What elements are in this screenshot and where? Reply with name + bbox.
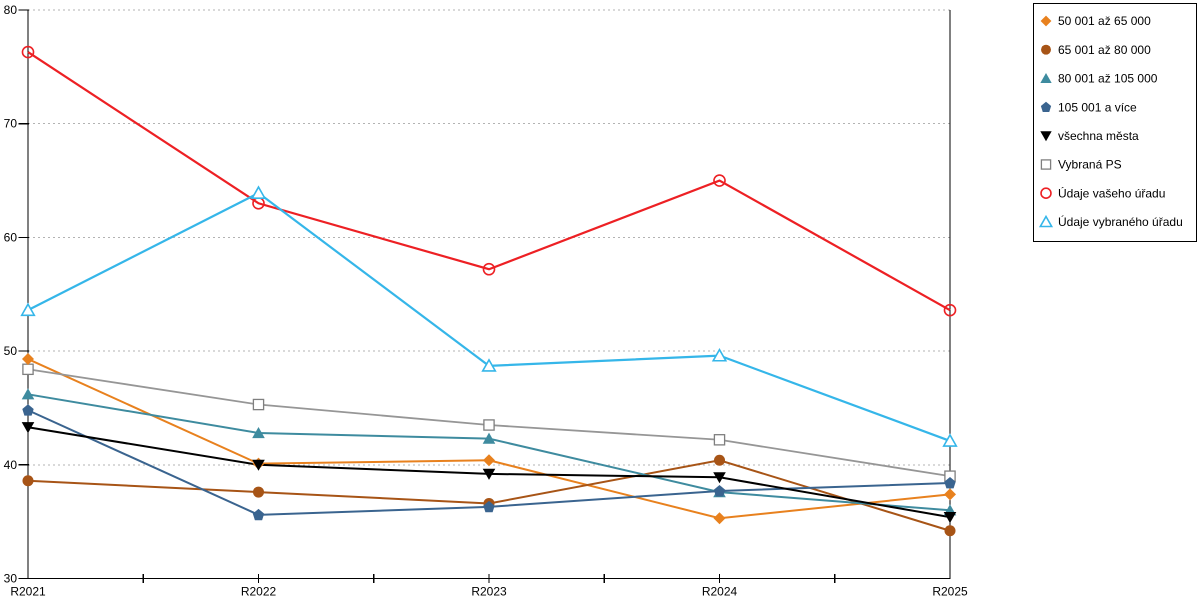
x-tick-label: R2022 — [241, 585, 277, 599]
open-circle-marker — [1040, 187, 1052, 199]
series-line-7 — [27, 191, 951, 442]
circle-marker — [944, 525, 956, 537]
open-square-marker — [22, 363, 34, 376]
circle-marker — [713, 454, 726, 466]
triangle-down-marker — [482, 468, 496, 480]
y-tick-label: 60 — [4, 230, 18, 244]
pentagon-marker — [1040, 101, 1052, 112]
diamond-marker — [1040, 15, 1052, 27]
legend-item-label: 80 001 až 105 000 — [1058, 72, 1158, 86]
legend-item-label: 50 001 až 65 000 — [1058, 14, 1151, 28]
pentagon-marker — [22, 404, 34, 416]
series-markers-0 — [22, 353, 956, 525]
open-square-marker — [1040, 159, 1052, 170]
legend-item-3: 105 001 a více — [1040, 100, 1137, 114]
legend-item-1: 65 001 až 80 000 — [1041, 43, 1151, 57]
legend-item-7: Údaje vybraného úřadu — [1038, 214, 1183, 229]
series-markers — [20, 45, 958, 537]
legend-item-4: všechna města — [1040, 129, 1139, 143]
open-square-marker — [713, 434, 726, 446]
open-triangle-marker — [942, 433, 958, 447]
pentagon-marker — [483, 500, 495, 513]
series-markers-5 — [22, 363, 956, 482]
x-tick-label: R2025 — [932, 585, 968, 599]
legend-item-2: 80 001 až 105 000 — [1040, 72, 1158, 86]
series-markers-7 — [20, 185, 958, 447]
legend-item-label: Vybraná PS — [1058, 158, 1122, 172]
triangle-up-marker — [482, 432, 496, 444]
gridlines — [28, 9, 950, 466]
legend-item-5: Vybraná PS — [1040, 158, 1122, 172]
triangle-down-marker — [713, 472, 726, 484]
open-triangle-marker — [711, 348, 728, 362]
diamond-marker — [713, 512, 726, 525]
triangle-down-marker — [1040, 131, 1052, 142]
legend-item-label: všechna města — [1058, 129, 1139, 143]
triangle-up-marker — [21, 388, 35, 400]
y-tick-label: 80 — [4, 3, 18, 17]
y-tick-label: 70 — [4, 117, 18, 131]
triangle-down-marker — [943, 512, 957, 524]
x-tick-label: R2023 — [471, 585, 507, 599]
open-triangle-marker — [1038, 214, 1054, 228]
series-markers-6 — [21, 45, 957, 317]
triangle-up-marker — [252, 426, 265, 439]
open-circle-marker — [713, 174, 726, 187]
x-tick-label: R2021 — [10, 585, 46, 599]
open-circle-marker — [482, 262, 496, 276]
circle-marker — [252, 486, 265, 498]
series-markers-3 — [22, 404, 956, 521]
legend-box — [1033, 3, 1197, 242]
open-circle-marker — [21, 45, 35, 59]
open-triangle-marker — [20, 302, 36, 317]
y-tick-label: 40 — [4, 458, 18, 472]
triangle-down-marker — [252, 459, 265, 471]
legend-item-label: Údaje vašeho úřadu — [1058, 185, 1165, 200]
pentagon-marker — [252, 508, 265, 521]
diamond-marker — [483, 454, 495, 467]
series-markers-1 — [22, 454, 956, 537]
open-triangle-marker — [481, 358, 497, 372]
y-tick-label: 30 — [4, 572, 18, 586]
triangle-down-marker — [21, 422, 35, 434]
open-triangle-marker — [250, 185, 267, 199]
open-circle-marker — [943, 303, 957, 317]
diamond-marker — [944, 488, 956, 501]
open-square-marker — [483, 419, 495, 431]
y-tick-label: 50 — [4, 344, 18, 358]
legend-item-label: 105 001 a více — [1058, 100, 1137, 114]
legend-item-label: Údaje vybraného úřadu — [1058, 214, 1183, 229]
series-markers-4 — [21, 422, 957, 524]
legend: 50 001 až 65 000 65 001 až 80 000 80 001 a… — [1033, 3, 1197, 242]
legend-item-label: 65 001 až 80 000 — [1058, 43, 1151, 57]
pentagon-marker — [944, 476, 956, 489]
diamond-marker — [22, 353, 34, 366]
x-tick-label: R2024 — [702, 585, 738, 599]
circle-marker — [1041, 44, 1051, 55]
series-markers-2 — [21, 388, 957, 516]
triangle-up-marker — [1040, 73, 1052, 83]
circle-marker — [22, 475, 34, 487]
series-line-6 — [27, 51, 951, 312]
open-square-marker — [252, 398, 265, 411]
legend-item-0: 50 001 až 65 000 — [1040, 14, 1151, 28]
legend-item-6: Údaje vašeho úřadu — [1040, 185, 1165, 200]
pentagon-marker — [713, 484, 726, 497]
